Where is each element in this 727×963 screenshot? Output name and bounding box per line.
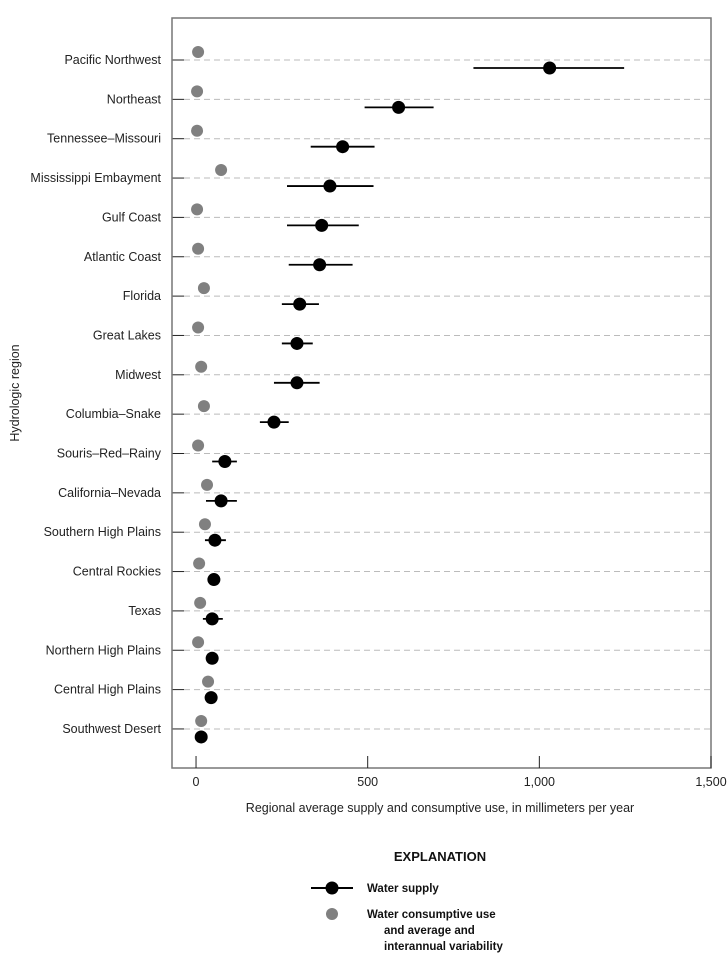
supply-point (293, 297, 307, 311)
supply-point (336, 140, 350, 154)
x-tick-label: 1,000 (524, 775, 555, 789)
category-label: Northern High Plains (46, 643, 161, 657)
legend-use-label-3: interannual variability (384, 941, 503, 953)
x-tick-label: 1,500 (695, 775, 726, 789)
consumptive-use-point (191, 85, 204, 98)
supply-point (290, 336, 304, 350)
category-label: Pacific Northwest (64, 53, 161, 67)
category-label: Southern High Plains (44, 525, 161, 539)
consumptive-use-point (191, 124, 204, 137)
consumptive-use-point (192, 439, 205, 452)
category-label: Central Rockies (73, 565, 161, 579)
category-label: Florida (123, 289, 161, 303)
consumptive-use-point (215, 164, 228, 177)
legend: EXPLANATION Water supply Water consumpti… (311, 849, 503, 953)
legend-supply-dot (325, 881, 339, 895)
consumptive-use-point (202, 675, 215, 688)
consumptive-use-point (193, 557, 206, 570)
category-labels: Pacific Northwest Northeast Tennessee–Miss… (30, 53, 161, 736)
supply-point (313, 258, 327, 272)
supply-point (315, 218, 329, 232)
consumptive-use-point (192, 321, 205, 334)
supply-point (290, 376, 304, 390)
consumptive-use-point (197, 400, 210, 413)
consumptive-use-point (194, 596, 207, 609)
gridlines (172, 59, 711, 730)
category-label: Columbia–Snake (66, 407, 161, 421)
supply-point (392, 100, 406, 114)
legend-supply-label: Water supply (367, 883, 439, 895)
consumptive-use-point (198, 518, 211, 531)
category-label: Gulf Coast (102, 210, 162, 224)
category-label: Midwest (115, 368, 161, 382)
consumptive-use-point (192, 636, 205, 649)
category-label: Southwest Desert (62, 722, 161, 736)
category-label: Atlantic Coast (84, 250, 162, 264)
supply-point (218, 455, 232, 468)
x-tick-label: 0 (193, 775, 200, 789)
category-label: Mississippi Embayment (30, 171, 161, 185)
category-label: Central High Plains (54, 683, 161, 697)
supply-point (323, 179, 337, 193)
supply-point (205, 612, 219, 626)
consumptive-use-point (197, 282, 210, 295)
supply-point (204, 691, 218, 705)
legend-use-label-2: and average and (384, 925, 475, 937)
supply-point (208, 533, 222, 547)
consumptive-use-point (195, 360, 208, 373)
plot-frame (171, 17, 712, 769)
legend-use-label: Water consumptive use (367, 909, 496, 921)
supply-point (214, 494, 228, 508)
y-axis-label: Hydrologic region (8, 344, 22, 441)
category-label: Souris–Red–Rainy (57, 447, 162, 461)
supply-point (207, 573, 221, 587)
category-label: Northeast (107, 92, 162, 106)
category-label: Tennessee–Missouri (47, 132, 161, 146)
legend-title: EXPLANATION (394, 849, 486, 864)
legend-use-dot (326, 908, 338, 920)
data-marks (191, 46, 625, 744)
x-axis-ticks: 0 500 1,000 1,500 (193, 756, 727, 789)
supply-point (205, 651, 219, 665)
consumptive-use-point (192, 242, 205, 255)
consumptive-use-point (195, 714, 208, 727)
consumptive-use-point (201, 478, 214, 491)
x-axis-label: Regional average supply and consumptive … (246, 801, 634, 815)
supply-point (267, 415, 281, 429)
supply-point (543, 61, 557, 75)
category-label: Texas (128, 604, 161, 618)
category-label: Great Lakes (93, 328, 161, 342)
consumptive-use-point (191, 203, 204, 216)
x-tick-label: 500 (357, 775, 378, 789)
supply-point (194, 730, 208, 744)
category-label: California–Nevada (58, 486, 161, 500)
consumptive-use-point (192, 46, 205, 58)
